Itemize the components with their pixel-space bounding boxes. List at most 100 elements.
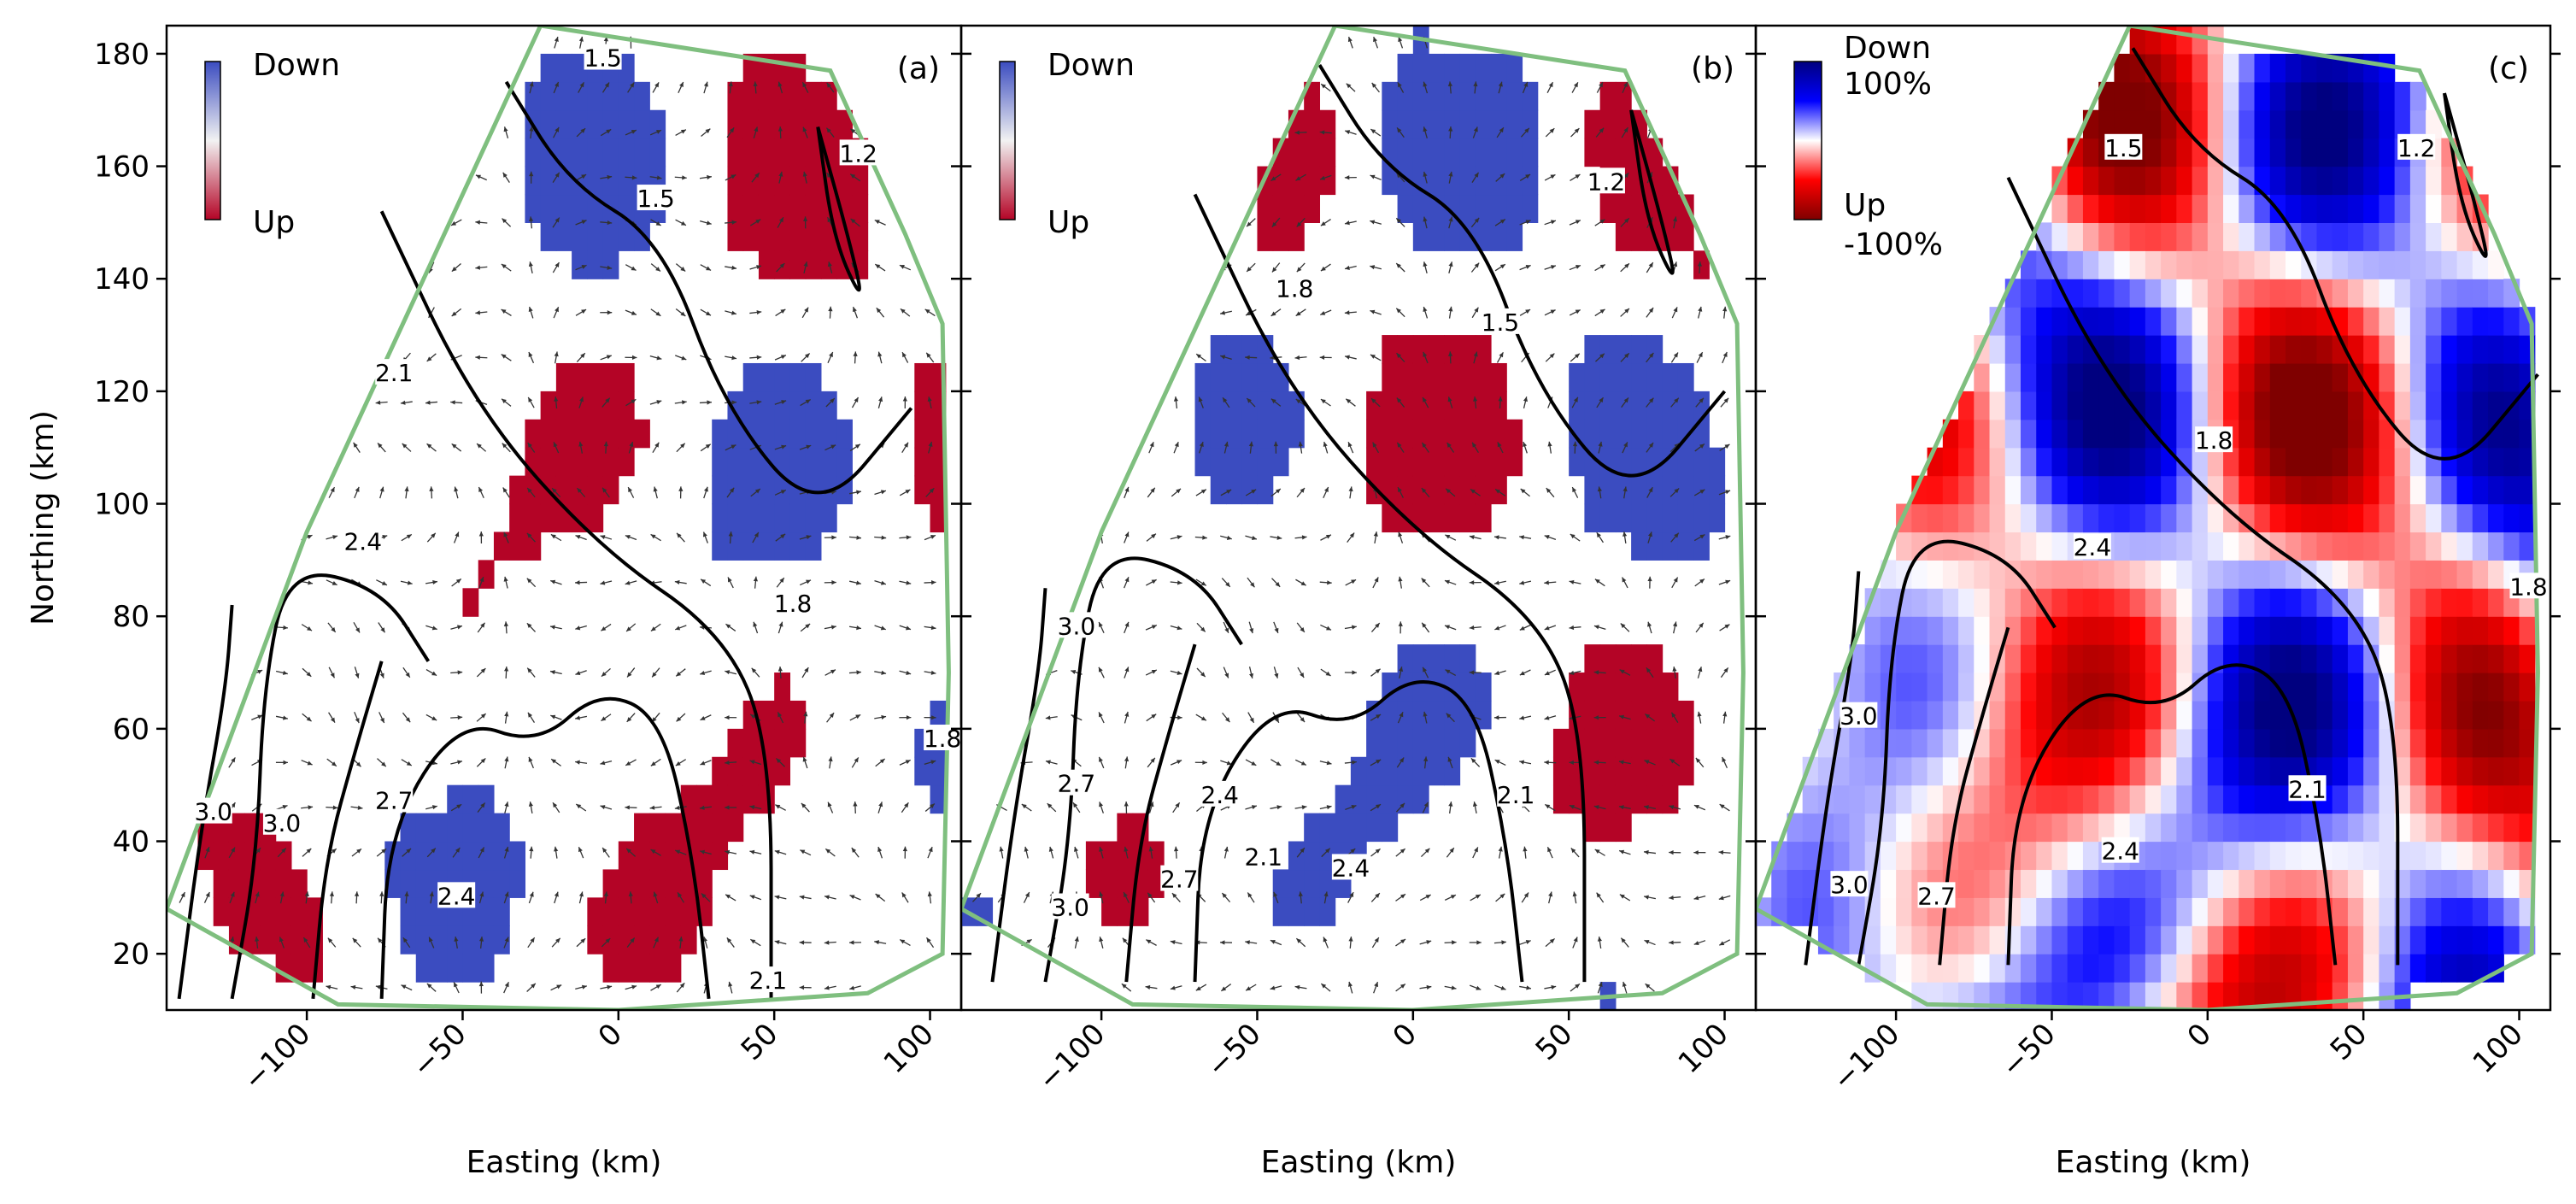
vector-arrowhead bbox=[1370, 129, 1376, 134]
grid-cell bbox=[2254, 588, 2271, 617]
vector-arrowhead bbox=[529, 126, 534, 132]
grid-cell bbox=[758, 391, 775, 420]
vector-arrowhead bbox=[655, 311, 661, 316]
vector-arrowhead bbox=[1223, 441, 1229, 447]
grid-cell bbox=[2332, 194, 2349, 223]
vector-arrowhead bbox=[1648, 262, 1653, 268]
contour-label-bg bbox=[194, 797, 232, 824]
grid-cell bbox=[2503, 419, 2520, 449]
grid-cell bbox=[2207, 307, 2224, 336]
grid-cell bbox=[2145, 109, 2162, 139]
grid-cell bbox=[2207, 335, 2224, 364]
grid-cell bbox=[2129, 954, 2146, 983]
vector-arrowhead bbox=[1472, 396, 1478, 402]
grid-cell bbox=[587, 109, 604, 139]
vector-arrowhead bbox=[700, 849, 706, 855]
vector-arrowhead bbox=[881, 670, 887, 675]
vector-arrowhead bbox=[1493, 715, 1499, 720]
vector-arrowhead bbox=[1570, 533, 1576, 539]
grid-cell bbox=[2301, 841, 2318, 871]
vector-arrowhead bbox=[1376, 759, 1382, 764]
vector-arrowhead bbox=[1598, 441, 1603, 447]
grid-cell bbox=[493, 532, 510, 561]
vector-arrowhead bbox=[1451, 985, 1457, 990]
vector-arrowhead bbox=[579, 396, 584, 402]
grid-cell bbox=[260, 925, 277, 954]
grid-cell bbox=[1787, 869, 1804, 898]
grid-cell bbox=[2036, 475, 2053, 505]
vector-arrowhead bbox=[1247, 398, 1252, 403]
grid-cell bbox=[805, 475, 822, 505]
vector-arrowhead bbox=[806, 579, 812, 584]
grid-cell bbox=[415, 897, 432, 926]
vector-arrowhead bbox=[502, 172, 508, 178]
grid-cell bbox=[2223, 279, 2239, 308]
vector-arrowhead bbox=[754, 173, 760, 179]
grid-cell bbox=[2129, 728, 2146, 758]
vector-arrowhead bbox=[1245, 940, 1250, 945]
grid-cell bbox=[2082, 644, 2099, 673]
grid-cell bbox=[2363, 954, 2380, 983]
contour-label: 2.1 bbox=[375, 359, 414, 387]
grid-cell bbox=[2223, 869, 2239, 898]
vector-arrowhead bbox=[674, 579, 680, 585]
grid-cell bbox=[680, 925, 697, 954]
contour-line bbox=[2443, 92, 2488, 258]
vector-arrowhead bbox=[1544, 625, 1550, 631]
grid-cell bbox=[1942, 784, 1959, 814]
vector-arrowhead bbox=[555, 172, 560, 178]
vector-arrowhead bbox=[555, 81, 559, 87]
grid-cell bbox=[727, 81, 744, 111]
grid-cell bbox=[2051, 250, 2068, 279]
grid-cell bbox=[1366, 391, 1382, 420]
vector-arrowhead bbox=[1474, 172, 1479, 178]
vector-arrowhead bbox=[1669, 759, 1675, 764]
grid-cell bbox=[742, 166, 760, 196]
grid-cell bbox=[2347, 166, 2364, 196]
vector-arrowhead bbox=[579, 82, 584, 88]
panel-c-contour-labels: 1.5 1.21.82.41.83.02.12.43.0 2.7 bbox=[1830, 133, 2548, 910]
vector-arrowhead bbox=[1345, 355, 1350, 360]
grid-cell bbox=[2286, 897, 2302, 926]
contour-label: 1.2 bbox=[839, 139, 877, 167]
grid-cell bbox=[2067, 756, 2084, 786]
vector-arrowhead bbox=[454, 937, 459, 942]
grid-cell bbox=[1958, 391, 1975, 420]
grid-cell bbox=[2021, 925, 2037, 954]
grid-cell bbox=[2426, 419, 2442, 449]
grid-cell bbox=[1350, 784, 1367, 814]
vector-arrowhead bbox=[625, 535, 631, 539]
grid-cell bbox=[2441, 166, 2458, 196]
grid-cell bbox=[2051, 503, 2068, 533]
vector-arrowhead bbox=[1327, 580, 1332, 585]
grid-cell bbox=[758, 81, 775, 111]
vector-arrowhead bbox=[1099, 712, 1103, 718]
grid-cell bbox=[805, 166, 822, 196]
grid-cell bbox=[602, 475, 619, 505]
grid-cell bbox=[1896, 954, 1912, 983]
grid-cell bbox=[2286, 813, 2302, 843]
grid-cell bbox=[2114, 81, 2131, 111]
grid-cell bbox=[2239, 194, 2256, 223]
grid-cell bbox=[2269, 335, 2286, 364]
vector-arrowhead bbox=[725, 894, 731, 899]
vector-arrowhead bbox=[1470, 489, 1476, 494]
grid-cell bbox=[2269, 447, 2286, 477]
vector-arrowhead bbox=[456, 804, 462, 809]
vector-arrowhead bbox=[1570, 848, 1576, 854]
vector-arrowhead bbox=[1523, 846, 1528, 852]
vector-arrowhead bbox=[331, 761, 337, 766]
vector-arrowhead bbox=[1220, 355, 1226, 360]
vector-arrowhead bbox=[330, 717, 335, 723]
vector-arrowhead bbox=[1124, 802, 1129, 807]
grid-cell bbox=[525, 194, 542, 223]
grid-cell bbox=[2426, 362, 2442, 392]
vector-arrowhead bbox=[1399, 984, 1405, 989]
vector-arrowhead bbox=[1398, 621, 1403, 626]
vector-arrowhead bbox=[451, 267, 457, 272]
grid-cell bbox=[2239, 335, 2256, 364]
grid-cell bbox=[1444, 503, 1461, 533]
grid-cell bbox=[540, 447, 557, 477]
vector-arrowhead bbox=[1722, 711, 1728, 717]
grid-cell bbox=[634, 869, 650, 898]
